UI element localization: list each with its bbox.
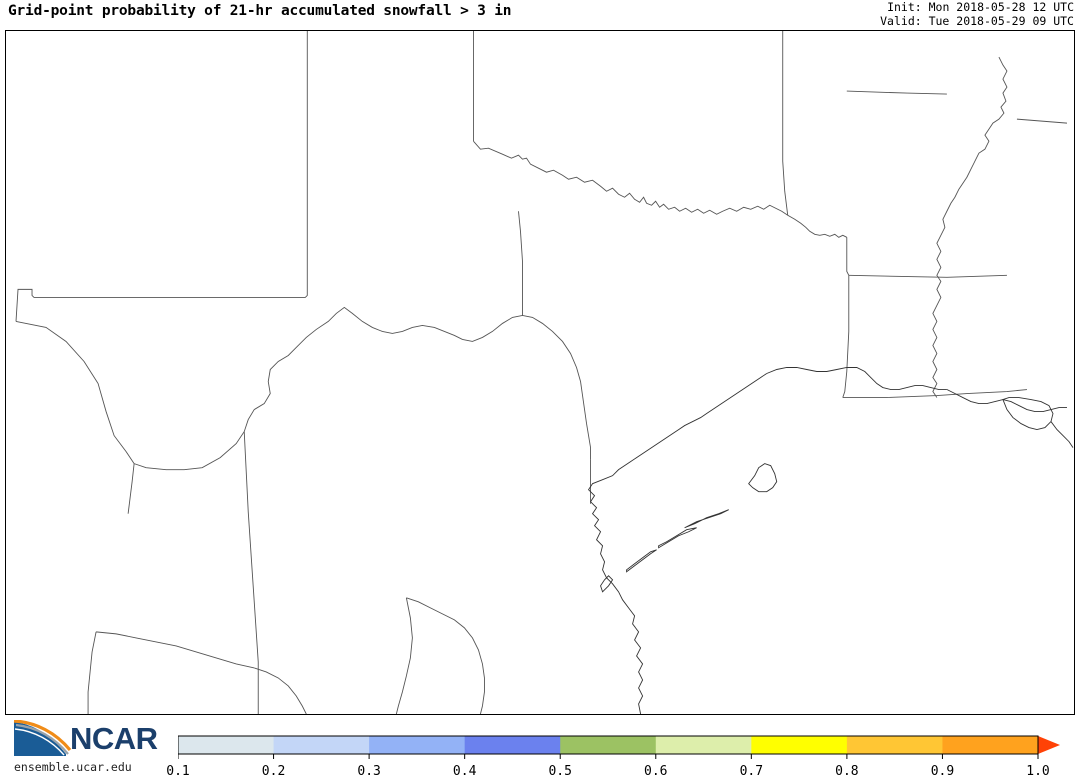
colorbar-extend-arrow bbox=[1038, 736, 1060, 754]
ncar-logo[interactable]: NCAR ensemble.ucar.edu bbox=[8, 720, 168, 778]
colorbar-outline bbox=[178, 735, 1039, 755]
colorbar-tick-label-1.0: 1.0 bbox=[1026, 764, 1050, 779]
colorbar-bin-0.5 bbox=[560, 736, 657, 754]
colorbar-bin-0.3 bbox=[369, 736, 466, 754]
island-matagorda bbox=[658, 527, 697, 549]
border-mexico-states-north bbox=[133, 306, 591, 471]
border-louisiana-north bbox=[842, 389, 1028, 398]
init-time-label: Init: Mon 2018-05-28 12 UTC bbox=[887, 0, 1074, 14]
colorbar-bin-0.4 bbox=[464, 736, 561, 754]
ncar-url-label: ensemble.ucar.edu bbox=[14, 760, 132, 774]
border-mexico-durango-west bbox=[87, 631, 97, 714]
map-panel[interactable] bbox=[5, 30, 1075, 715]
colorbar-bin-0.8 bbox=[846, 736, 944, 754]
border-missouri-arkansas bbox=[846, 90, 947, 95]
border-mexico-usa-rio-grande bbox=[15, 320, 135, 464]
logo-white-arc bbox=[14, 728, 65, 756]
border-mississippi-tennessee bbox=[1016, 118, 1068, 124]
colorbar-bin-0.6 bbox=[655, 736, 752, 754]
border-mexico-durango-north bbox=[96, 631, 255, 669]
colorbar-tick-label-0.9: 0.9 bbox=[930, 764, 955, 779]
colorbar-tick-label-0.8: 0.8 bbox=[835, 764, 859, 779]
coast-texas-south bbox=[587, 373, 767, 714]
page-title: Grid-point probability of 21-hr accumula… bbox=[8, 3, 512, 19]
colorbar-bin-0.1 bbox=[178, 736, 275, 754]
colorbar-tick-label-0.6: 0.6 bbox=[644, 764, 668, 779]
border-oklahoma-east bbox=[846, 237, 850, 276]
map-background bbox=[6, 31, 1074, 714]
colorbar-tick-label-0.1: 0.1 bbox=[166, 764, 190, 779]
border-arkansas-louisiana-west bbox=[842, 275, 850, 398]
logo-orange-arc bbox=[13, 720, 72, 752]
forecast-timestamps: Init: Mon 2018-05-28 12 UTC Valid: Tue 2… bbox=[880, 0, 1074, 28]
colorbar-tick-label-0.5: 0.5 bbox=[548, 764, 572, 779]
map-canvas bbox=[6, 31, 1074, 714]
colorbar-swatches bbox=[178, 735, 1060, 759]
border-mexico-southeast bbox=[254, 667, 307, 714]
colorbar-bin-0.2 bbox=[273, 736, 370, 754]
border-oklahoma-texas bbox=[473, 140, 847, 238]
ncar-logo-mark bbox=[13, 720, 72, 756]
border-new-mexico bbox=[15, 31, 308, 322]
colorbar-tick-label-0.7: 0.7 bbox=[739, 764, 764, 779]
bay-galveston bbox=[748, 463, 778, 493]
colorbar-bin-0.9 bbox=[942, 736, 1039, 754]
header-bar: Grid-point probability of 21-hr accumula… bbox=[0, 0, 1080, 30]
river-mississippi bbox=[932, 56, 1008, 398]
colorbar-tick-label-0.2: 0.2 bbox=[261, 764, 286, 779]
coast-texas-louisiana bbox=[766, 367, 947, 390]
delta-mississippi bbox=[1050, 421, 1074, 448]
footer-bar: NCAR ensemble.ucar.edu 0.1 0.2 0.3 0.4 0.5 0.… bbox=[0, 716, 1080, 781]
colorbar-bin-0.7 bbox=[751, 736, 848, 754]
colorbar[interactable]: 0.1 0.2 0.3 0.4 0.5 0.6 0.7 0.8 0.9 1.0 bbox=[166, 716, 1078, 780]
border-mexico-tamaulipas-west bbox=[406, 597, 485, 714]
border-mexico-state-vertical bbox=[518, 211, 523, 316]
valid-time-label: Valid: Tue 2018-05-29 09 UTC bbox=[880, 13, 1074, 28]
border-arkansas-south bbox=[848, 274, 1007, 278]
border-mexico-nuevoleon-west bbox=[395, 597, 413, 714]
island-galveston bbox=[684, 509, 729, 529]
border-mexico-chihuahua-west bbox=[127, 463, 135, 514]
border-mexico-coahuila-east bbox=[243, 431, 259, 714]
border-kansas-oklahoma bbox=[782, 31, 789, 216]
island-padre-north bbox=[626, 549, 657, 573]
ncar-wordmark: NCAR bbox=[70, 721, 158, 756]
colorbar-tick-labels: 0.1 0.2 0.3 0.4 0.5 0.6 0.7 0.8 0.9 1.0 bbox=[166, 764, 1078, 780]
state-boundaries bbox=[15, 31, 1068, 714]
coast-louisiana-south bbox=[946, 389, 1067, 413]
island-padre-south bbox=[600, 575, 614, 593]
coastline bbox=[587, 367, 1074, 714]
colorbar-tick-label-0.3: 0.3 bbox=[357, 764, 381, 779]
colorbar-tick-label-0.4: 0.4 bbox=[452, 764, 477, 779]
logo-gray-arc bbox=[15, 723, 69, 755]
